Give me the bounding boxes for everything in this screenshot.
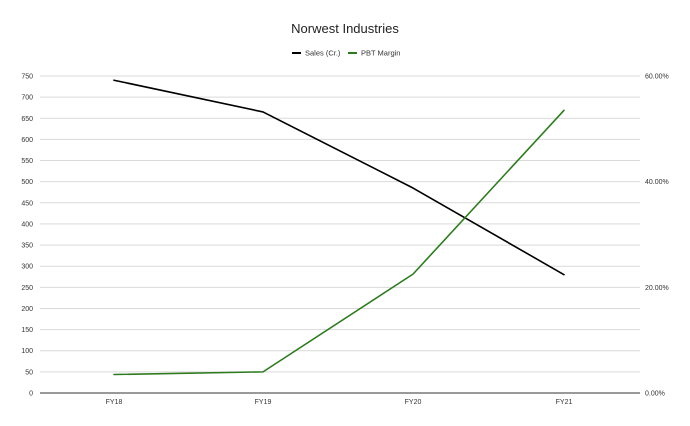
left-axis-tick-label: 450 (21, 200, 33, 207)
left-axis-ticks: 0 50 100 150 200 250 300 350 400 450 500 550 600 650 7… (21, 74, 33, 398)
left-axis-tick-label: 500 (21, 179, 33, 186)
left-axis-tick-label: 200 (21, 306, 33, 313)
right-axis-ticks: 0.00% 20.00% 40.00% 60.00% (645, 74, 669, 398)
right-axis-tick-label: 60.00% (645, 74, 669, 81)
gridlines (40, 75, 640, 394)
legend-label-pbt-margin: PBT Margin (361, 49, 400, 58)
left-axis-tick-label: 400 (21, 221, 33, 228)
legend-label-sales: Sales (Cr.) (305, 49, 341, 58)
left-axis-tick-label: 350 (21, 243, 33, 250)
x-axis-tick-label: FY18 (106, 399, 123, 406)
left-axis-tick-label: 750 (21, 74, 33, 81)
x-axis-tick-label: FY19 (255, 399, 272, 406)
left-axis-tick-label: 550 (21, 158, 33, 165)
left-axis-tick-label: 150 (21, 327, 33, 334)
left-axis-tick-label: 700 (21, 95, 33, 102)
x-axis-tick-label: FY20 (405, 399, 422, 406)
x-axis-ticks: FY18 FY19 FY20 FY21 (106, 399, 573, 406)
right-axis-tick-label: 20.00% (645, 285, 669, 292)
series-lines (113, 79, 565, 376)
chart-title: Norwest Industries (291, 21, 399, 36)
left-axis-tick-label: 300 (21, 264, 33, 271)
left-axis-tick-label: 650 (21, 116, 33, 123)
left-axis-tick-label: 50 (25, 369, 33, 376)
x-axis-tick-label: FY21 (556, 399, 573, 406)
left-axis-tick-label: 600 (21, 137, 33, 144)
left-axis-tick-label: 100 (21, 348, 33, 355)
legend: Sales (Cr.) PBT Margin (292, 49, 400, 58)
right-axis-tick-label: 0.00% (645, 391, 665, 398)
left-axis-tick-label: 250 (21, 285, 33, 292)
series-line-sales (113, 79, 565, 276)
left-axis-tick-label: 0 (29, 391, 33, 398)
series-line-pbt-margin (113, 109, 565, 376)
right-axis-tick-label: 40.00% (645, 179, 669, 186)
